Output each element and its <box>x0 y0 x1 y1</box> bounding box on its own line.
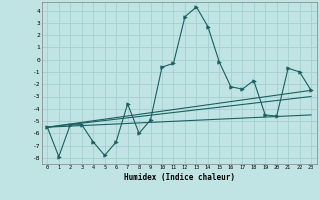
X-axis label: Humidex (Indice chaleur): Humidex (Indice chaleur) <box>124 173 235 182</box>
